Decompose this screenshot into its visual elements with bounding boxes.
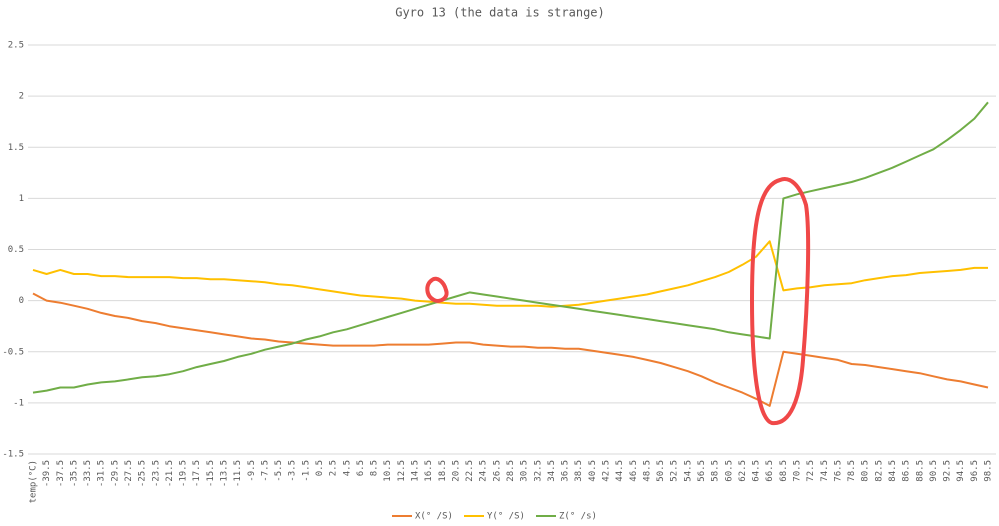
- x-tick-label: -29.5: [110, 460, 120, 487]
- x-tick-label: -9.5: [247, 460, 257, 482]
- x-tick-label: -25.5: [138, 460, 148, 487]
- x-tick-label: 76.5: [833, 460, 843, 482]
- x-tick-label: 28.5: [506, 460, 516, 482]
- x-tick-label: -5.5: [274, 460, 284, 482]
- y-tick-label: -0.5: [2, 347, 24, 357]
- x-tick-label: 22.5: [465, 460, 475, 482]
- x-tick-label: 38.5: [574, 460, 584, 482]
- x-tick-label: -17.5: [192, 460, 202, 487]
- x-tick-label: 66.5: [765, 460, 775, 482]
- x-tick-label: -37.5: [56, 460, 66, 487]
- chart-title: Gyro 13 (the data is strange): [395, 6, 605, 20]
- x-tick-label: 6.5: [356, 460, 366, 476]
- x-tick-label: 96.5: [970, 460, 980, 482]
- x-tick-label: 64.5: [752, 460, 762, 482]
- x-tick-label: -3.5: [288, 460, 298, 482]
- legend-label: Z(° /s): [559, 512, 597, 522]
- x-tick-label: -7.5: [260, 460, 270, 482]
- x-tick-label: 16.5: [424, 460, 434, 482]
- x-tick-label: 72.5: [806, 460, 816, 482]
- x-tick-label: 40.5: [588, 460, 598, 482]
- x-tick-label: 24.5: [479, 460, 489, 482]
- y-tick-label: 2: [19, 92, 24, 102]
- x-tick-label: 50.5: [656, 460, 666, 482]
- legend-label: Y(° /S): [487, 512, 525, 522]
- x-tick-label: -21.5: [165, 460, 175, 487]
- x-tick-label: 44.5: [615, 460, 625, 482]
- x-tick-label: 60.5: [724, 460, 734, 482]
- x-tick-label: 10.5: [383, 460, 393, 482]
- y-tick-label: -1: [13, 398, 24, 408]
- x-tick-label: 58.5: [711, 460, 721, 482]
- x-tick-label: 70.5: [793, 460, 803, 482]
- x-tick-label: -35.5: [69, 460, 79, 487]
- series-line: [32, 101, 989, 394]
- x-tick-label: 48.5: [642, 460, 652, 482]
- x-tick-label: 94.5: [956, 460, 966, 482]
- x-tick-label: 86.5: [902, 460, 912, 482]
- annotations: [425, 177, 811, 426]
- x-tick-label: -33.5: [83, 460, 93, 487]
- series-line: [32, 292, 989, 407]
- series-line: [32, 240, 988, 308]
- x-tick-label: -1.5: [301, 460, 311, 482]
- x-tick-label: 84.5: [888, 460, 898, 482]
- x-tick-label: -11.5: [233, 460, 243, 487]
- x-tick-label: 92.5: [943, 460, 953, 482]
- x-tick-label: 56.5: [697, 460, 707, 482]
- x-tick-label: 30.5: [520, 460, 530, 482]
- x-tick-label: -31.5: [97, 460, 107, 487]
- y-tick-label: -1.5: [2, 450, 24, 460]
- x-tick-label: -13.5: [220, 460, 230, 487]
- x-tick-label: 36.5: [561, 460, 571, 482]
- y-tick-label: 0.5: [8, 245, 24, 255]
- annotation-mark: [749, 177, 811, 426]
- x-tick-label: 88.5: [915, 460, 925, 482]
- x-tick-label: 98.5: [984, 460, 994, 482]
- x-tick-label: 4.5: [342, 460, 352, 476]
- x-tick-label: 62.5: [738, 460, 748, 482]
- x-tick-label: 42.5: [602, 460, 612, 482]
- x-tick-label: 68.5: [779, 460, 789, 482]
- y-tick-label: 1: [19, 194, 24, 204]
- x-tick-label: -19.5: [179, 460, 189, 487]
- legend-label: X(° /S): [415, 512, 453, 522]
- x-tick-label: -27.5: [124, 460, 134, 487]
- x-tick-label: 78.5: [847, 460, 857, 482]
- x-tick-label: 82.5: [874, 460, 884, 482]
- x-tick-label: 80.5: [861, 460, 871, 482]
- x-tick-label: 0.5: [315, 460, 325, 476]
- x-tick-label: temp(°C): [29, 460, 39, 503]
- y-tick-label: 0: [19, 296, 24, 306]
- x-tick-label: 14.5: [411, 460, 421, 482]
- x-tick-label: 20.5: [451, 460, 461, 482]
- x-tick-label: 34.5: [547, 460, 557, 482]
- x-tick-label: 74.5: [820, 460, 830, 482]
- x-tick-label: 18.5: [438, 460, 448, 482]
- x-tick-label: -15.5: [206, 460, 216, 487]
- y-tick-label: 2.5: [8, 41, 24, 51]
- x-tick-label: 90.5: [929, 460, 939, 482]
- x-tick-label: 8.5: [370, 460, 380, 476]
- x-tick-label: -23.5: [151, 460, 161, 487]
- x-tick-label: 32.5: [533, 460, 543, 482]
- annotation-mark: [425, 276, 449, 303]
- x-tick-label: 12.5: [397, 460, 407, 482]
- x-tick-label: 26.5: [492, 460, 502, 482]
- y-tick-label: 1.5: [8, 143, 24, 153]
- x-tick-label: 52.5: [670, 460, 680, 482]
- x-tick-label: -39.5: [42, 460, 52, 487]
- x-tick-label: 54.5: [683, 460, 693, 482]
- x-tick-label: 46.5: [629, 460, 639, 482]
- x-tick-label: 2.5: [329, 460, 339, 476]
